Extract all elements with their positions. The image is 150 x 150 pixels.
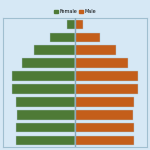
Bar bbox=[75, 33, 100, 42]
Bar bbox=[75, 20, 82, 29]
Bar bbox=[15, 97, 75, 107]
Bar bbox=[22, 58, 75, 68]
Bar bbox=[12, 71, 75, 81]
Bar bbox=[50, 33, 75, 42]
Bar bbox=[75, 58, 128, 68]
Bar bbox=[75, 97, 135, 107]
Bar bbox=[75, 123, 135, 132]
Bar bbox=[75, 136, 135, 145]
Bar bbox=[17, 110, 75, 120]
Bar bbox=[68, 20, 75, 29]
Legend: Female, Male: Female, Male bbox=[52, 8, 98, 16]
Bar bbox=[75, 45, 116, 55]
Bar bbox=[34, 45, 75, 55]
Bar bbox=[12, 84, 75, 94]
Bar bbox=[15, 136, 75, 145]
Bar bbox=[75, 110, 133, 120]
Bar bbox=[75, 71, 138, 81]
Bar bbox=[75, 84, 138, 94]
Bar bbox=[15, 123, 75, 132]
